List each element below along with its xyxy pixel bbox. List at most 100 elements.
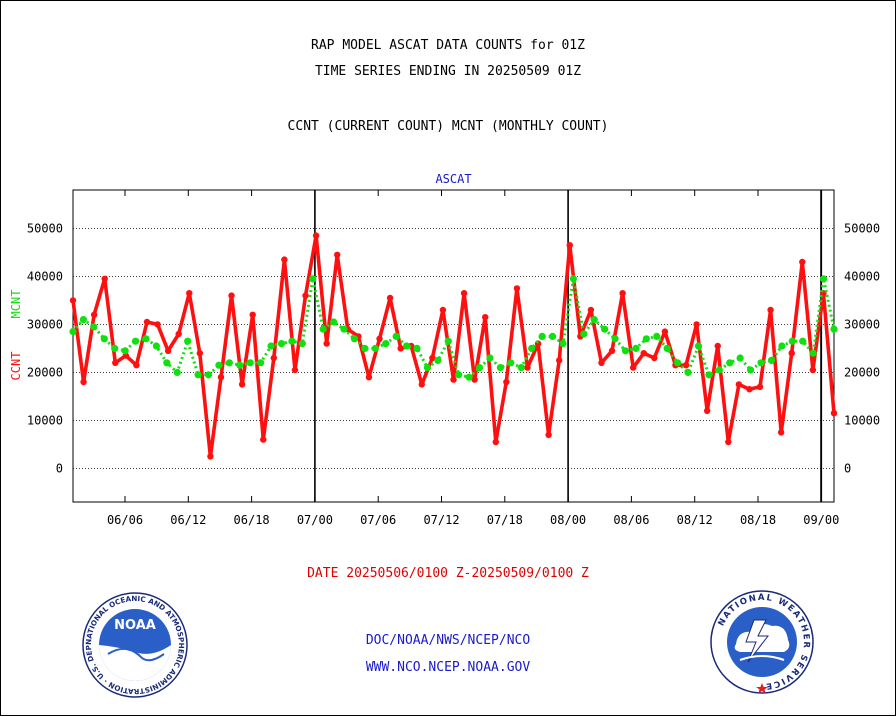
data-point-ccnt [756,383,764,390]
data-point-ccnt [90,311,98,318]
x-tick-label: 07/00 [297,513,333,527]
data-point-mcnt [90,323,98,331]
data-point-ccnt [291,366,299,374]
data-point-mcnt [767,356,776,364]
data-point-ccnt [513,285,521,292]
data-point-ccnt [207,453,214,460]
data-point-mcnt [788,337,796,345]
data-point-ccnt [503,378,510,386]
data-point-ccnt [545,431,552,438]
url-line: WWW.NCO.NCEP.NOAA.GOV [365,660,531,675]
data-point-ccnt [714,342,721,350]
data-point-mcnt [819,275,828,283]
data-point-ccnt [238,381,246,388]
data-point-mcnt [444,337,452,345]
data-point-ccnt [69,297,77,304]
subtitle: CCNT (CURRENT COUNT) MCNT (MONTHLY COUNT… [287,119,609,134]
data-point-mcnt [663,344,671,352]
data-point-mcnt [538,332,546,340]
plot-frame [72,189,835,503]
data-point-mcnt [319,325,327,333]
data-point-ccnt [482,314,489,321]
data-point-mcnt [642,335,650,343]
data-point-mcnt [184,337,192,345]
data-point-ccnt [830,410,838,417]
data-point-mcnt [173,368,181,376]
data-point-mcnt [277,340,286,348]
data-point-ccnt [112,359,119,366]
data-point-ccnt [334,251,341,258]
data-point-mcnt [402,342,411,350]
data-point-mcnt [757,359,765,367]
x-tick-label: 07/06 [360,513,396,527]
data-point-ccnt [619,290,626,297]
data-point-ccnt [809,366,817,374]
x-tick-label: 08/18 [740,513,776,527]
data-point-ccnt [788,350,795,357]
data-point-ccnt [725,438,732,446]
data-point-ccnt [534,340,542,347]
y-tick-label-left: 0 [56,461,63,475]
data-point-mcnt [194,371,202,379]
nws-logo: NATIONAL WEATHER SERVICE [710,590,814,694]
data-point-ccnt [397,345,404,352]
x-tick-label: 08/06 [613,513,649,527]
data-point-mcnt [100,335,108,343]
data-point-ccnt [270,354,278,362]
date-range: DATE 20250506/0100 Z-20250509/0100 Z [307,566,589,581]
data-point-ccnt [228,292,235,299]
data-point-ccnt [143,318,151,326]
data-point-ccnt [249,311,256,318]
data-point-mcnt [611,335,619,343]
data-point-mcnt [350,335,359,343]
data-point-mcnt [507,359,515,367]
data-point-mcnt [486,354,494,362]
noaa-logo: NATIONAL OCEANIC AND ATMOSPHERIC ADMINIS… [82,592,188,698]
data-point-mcnt [215,361,223,369]
data-point-ccnt [555,357,563,364]
data-point-ccnt [524,364,531,371]
data-point-mcnt [163,359,171,367]
data-point-mcnt [694,342,703,350]
data-point-mcnt [382,340,390,348]
data-point-mcnt [653,332,661,340]
data-point-mcnt [298,340,306,348]
data-point-ccnt [608,347,616,354]
y-tick-label-left: 50000 [27,221,63,235]
data-point-mcnt [496,364,505,372]
data-point-mcnt [465,373,473,381]
data-point-mcnt [204,371,213,379]
data-point-ccnt [703,407,711,414]
data-point-mcnt [548,332,557,340]
data-point-mcnt [111,344,119,352]
data-point-mcnt [632,344,640,352]
data-point-ccnt [312,232,320,239]
data-point-ccnt [133,362,140,369]
data-point-mcnt [371,344,379,352]
data-point-ccnt [587,306,595,314]
data-point-mcnt [674,359,682,367]
data-point-ccnt [376,335,383,342]
data-point-ccnt [735,381,743,388]
data-point-ccnt [260,436,267,443]
data-point-mcnt [715,366,723,374]
data-point-mcnt [778,342,786,350]
data-point-mcnt [236,361,244,369]
noaa-logo-text: NOAA [114,618,156,633]
x-tick-label: 06/12 [170,513,206,527]
data-point-mcnt [131,337,140,345]
data-point-ccnt [217,374,225,381]
data-point-mcnt [246,359,254,367]
y-axis-labels: CCNT MCNT [9,290,23,381]
data-point-ccnt [439,306,447,314]
data-point-mcnt [434,356,442,364]
data-point-ccnt [640,350,647,357]
data-point-ccnt [629,364,637,371]
x-tick-label: 06/06 [107,513,143,527]
data-point-mcnt [684,368,692,376]
data-point-mcnt [340,325,348,333]
data-point-mcnt [142,335,150,343]
data-point-mcnt [799,337,807,345]
data-point-ccnt [598,359,605,366]
data-point-ccnt [682,362,690,369]
